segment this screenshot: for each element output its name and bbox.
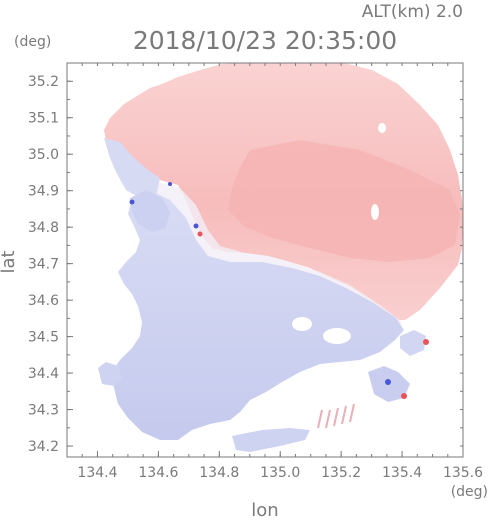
altitude-label: ALT(km) 2.0 [362,2,463,22]
clutter-streaks [317,403,355,429]
negative-velocity-island [130,190,170,232]
plot-area [98,63,463,452]
x-tick-label: 134.8 [199,465,239,481]
y-tick-label: 34.6 [28,293,59,309]
y-tick-label: 34.4 [28,366,59,382]
y-axis-ticks: 34.2 34.3 34.4 34.5 34.6 34.7 34.8 34.9 35.0 35.1… [28,62,463,455]
x-tick-label: 135.0 [260,465,300,481]
strong-negative-spot-1 [385,379,391,385]
no-echo-gap-1 [292,317,312,331]
y-tick-label: 35.2 [28,74,59,90]
x-axis-ticks: 134.4 134.6 134.8 135.0 135.2 135.4 135.6 [66,63,483,481]
no-echo-gap-4 [371,204,379,220]
y-unit-label: (deg) [14,34,51,50]
chart-title: 2018/10/23 20:35:00 [133,26,397,55]
negative-velocity-west [98,362,122,386]
y-tick-label: 34.9 [28,184,59,200]
negative-velocity-east-2 [400,330,426,356]
no-echo-gap-2 [323,328,351,344]
strong-negative-spot-2 [193,223,199,229]
x-tick-label: 135.2 [321,465,361,481]
x-tick-label: 134.4 [77,465,117,481]
strong-positive-spot-2 [401,393,407,399]
x-tick-label: 135.4 [382,465,422,481]
negative-velocity-region [112,190,404,440]
y-axis-label: lat [0,250,19,273]
negative-velocity-northwest [104,138,160,198]
strong-negative-spot-4 [168,182,172,186]
strong-positive-spot-3 [197,231,203,237]
y-tick-label: 34.8 [28,220,59,236]
x-unit-label: (deg) [451,484,488,500]
y-tick-label: 35.0 [28,147,59,163]
negative-velocity-south-strip [232,428,310,452]
y-tick-label: 34.7 [28,257,59,273]
x-tick-label: 135.6 [443,465,483,481]
strong-negative-spot-3 [129,199,135,205]
no-echo-gap-3 [378,123,386,133]
x-axis-label: lon [251,500,278,521]
strong-positive-spot-1 [423,339,429,345]
y-tick-label: 34.3 [28,403,59,419]
y-tick-label: 34.2 [28,439,59,455]
x-tick-label: 134.6 [138,465,178,481]
positive-velocity-core [228,140,460,262]
y-tick-label: 35.1 [28,111,59,127]
y-tick-label: 34.5 [28,330,59,346]
